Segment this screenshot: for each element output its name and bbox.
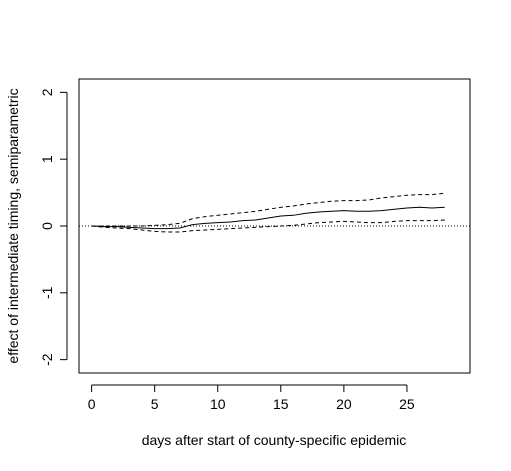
- y-tick-label: 0: [39, 222, 55, 230]
- upper-band-line: [91, 192, 445, 227]
- y-tick-label: -2: [39, 353, 55, 366]
- x-tick-label: 5: [151, 396, 159, 412]
- x-axis: 0 5 10 15 20 25: [88, 384, 415, 412]
- lower-band-line: [91, 219, 445, 233]
- x-tick-label: 15: [273, 396, 289, 412]
- x-tick-label: 10: [210, 396, 226, 412]
- x-tick-label: 25: [399, 396, 415, 412]
- series-layer: [79, 192, 470, 233]
- x-tick-label: 20: [336, 396, 352, 412]
- y-axis: -2 -1 0 1 2: [39, 88, 68, 366]
- x-tick-label: 0: [88, 396, 96, 412]
- estimate-line: [91, 206, 445, 230]
- y-axis-label: effect of intermediate timing, semiparam…: [5, 88, 21, 363]
- x-axis-label: days after start of county-specific epid…: [142, 432, 407, 448]
- y-tick-label: 2: [39, 88, 55, 96]
- y-tick-label: -1: [39, 286, 55, 299]
- y-tick-label: 1: [39, 155, 55, 163]
